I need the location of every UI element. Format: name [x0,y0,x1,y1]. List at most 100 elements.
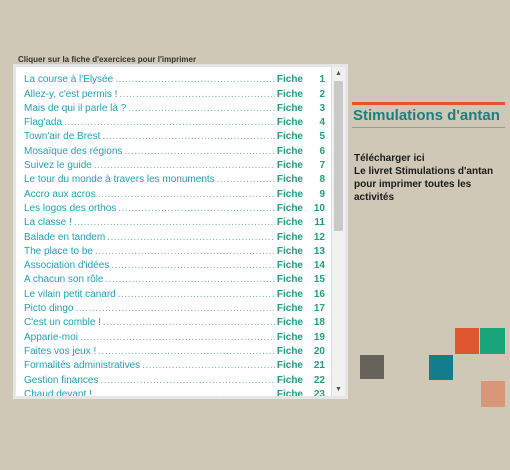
download-booklet-link[interactable]: Télécharger ici Le livret Stimulations d… [354,152,504,204]
exercise-row[interactable]: La course à l'Elysée Fiche 1 [16,72,331,86]
fiche-label: Fiche [276,88,303,100]
exercise-row[interactable]: Mosaïque des régions Fiche 6 [16,143,331,157]
dot-leader [74,217,275,229]
exercise-title: La course à l'Elysée [24,74,114,86]
download-line-1: Télécharger ici [354,153,425,164]
scroll-thumb[interactable] [334,81,343,231]
dot-leader [102,131,274,143]
exercise-title: Apparie-moi [24,331,78,343]
dot-leader [101,375,275,387]
exercise-row[interactable]: La classe ! Fiche 11 [16,215,331,229]
fiche-number: 13 [313,245,325,257]
exercise-row[interactable]: C'est un comble ! Fiche 18 [16,315,331,329]
fiche-label: Fiche [276,202,303,214]
decor-square-salmon [481,381,505,407]
dot-leader [119,89,274,101]
exercise-row[interactable]: Town'air de Brest Fiche 5 [16,129,331,143]
fiche-label: Fiche [276,360,303,372]
decor-square-green [480,328,505,354]
exercise-list: La course à l'ElyséeFiche1Allez-y, c'est… [16,67,345,396]
exercise-row[interactable]: Suivez le guide Fiche 7 [16,158,331,172]
exercise-list-panel: La course à l'ElyséeFiche1Allez-y, c'est… [13,64,348,399]
exercise-title: Accro aux acros [24,188,96,200]
instruction-text: Cliquer sur la fiche d'exercices pour l'… [18,55,197,64]
exercise-title: Les logos des orthos [24,202,117,214]
exercise-title: A chacun son rôle [24,274,104,286]
dot-leader [75,303,274,315]
fiche-label: Fiche [276,345,303,357]
exercise-title: Le vilain petit canard [24,288,116,300]
fiche-number: 16 [313,288,325,300]
exercise-row[interactable]: Picto dingo Fiche 17 [16,301,331,315]
exercise-row[interactable]: A chacun son rôle Fiche 15 [16,272,331,286]
fiche-number: 5 [319,131,325,143]
download-line-3: pour imprimer toutes les [354,179,472,190]
exercise-row[interactable]: Mais de qui il parle là ? Fiche 3 [16,101,331,115]
fiche-number: 3 [319,102,325,114]
exercise-title: C'est un comble ! [24,317,101,329]
fiche-number: 2 [319,88,325,100]
exercise-title: Town'air de Brest [24,131,101,143]
exercise-row[interactable]: Formalités administratives Fiche 21 [16,358,331,372]
exercise-title: The place to be [24,245,93,257]
exercise-row[interactable]: Le vilain petit canard Fiche 16 [16,286,331,300]
fiche-label: Fiche [276,260,303,272]
exercise-title: Le tour du monde à travers les monuments [24,174,215,186]
decor-square-teal [429,355,453,380]
fiche-label: Fiche [276,388,303,396]
dot-leader [95,246,275,258]
dot-leader [98,346,275,358]
fiche-label: Fiche [276,374,303,386]
exercise-row[interactable]: The place to be Fiche 13 [16,244,331,258]
exercise-row[interactable]: Allez-y, c'est permis ! Fiche 2 [16,86,331,100]
brand-accent-line [352,102,505,105]
exercise-title: Chaud devant ! [24,388,92,396]
fiche-label: Fiche [276,131,303,143]
dot-leader [64,117,275,129]
fiche-label: Fiche [276,288,303,300]
scroll-up-arrow-icon[interactable]: ▲ [332,67,345,80]
exercise-row[interactable]: Apparie-moi Fiche 19 [16,329,331,343]
fiche-number: 10 [313,202,325,214]
fiche-number: 18 [313,317,325,329]
fiche-label: Fiche [276,188,303,200]
exercise-title: Formalités administratives [24,360,141,372]
fiche-label: Fiche [276,102,303,114]
exercise-row[interactable]: Association d'idées Fiche 14 [16,258,331,272]
fiche-number: 1 [319,74,325,86]
fiche-label: Fiche [276,231,303,243]
decor-square-orange [455,328,479,354]
list-scrollbar[interactable]: ▲ ▼ [331,67,345,396]
exercise-row[interactable]: Le tour du monde à travers les monuments… [16,172,331,186]
exercise-row[interactable]: Accro aux acros Fiche 9 [16,186,331,200]
exercise-row[interactable]: Les logos des orthos Fiche 10 [16,201,331,215]
fiche-number: 8 [319,174,325,186]
dot-leader [94,160,275,172]
exercise-title: Mais de qui il parle là ? [24,102,127,114]
fiche-number: 19 [313,331,325,343]
dot-leader [98,189,275,201]
fiche-label: Fiche [276,174,303,186]
fiche-label: Fiche [276,160,303,172]
exercise-row[interactable]: Flag'ada Fiche 4 [16,115,331,129]
fiche-number: 14 [313,260,325,272]
exercise-title: Picto dingo [24,303,74,315]
exercise-row[interactable]: Gestion finances Fiche 22 [16,372,331,386]
scroll-down-arrow-icon[interactable]: ▼ [332,383,345,396]
fiche-label: Fiche [276,303,303,315]
fiche-label: Fiche [276,317,303,329]
brand-title: Stimulations d'antan [353,107,500,124]
download-line-4: activités [354,192,395,203]
fiche-number: 9 [319,188,325,200]
fiche-number: 17 [313,303,325,315]
dot-leader [111,260,275,272]
fiche-number: 20 [313,345,325,357]
download-line-2: Le livret Stimulations d'antan [354,166,494,177]
fiche-label: Fiche [276,245,303,257]
exercise-row[interactable]: Balade en tandem Fiche 12 [16,229,331,243]
exercise-title: Faites vos jeux ! [24,345,97,357]
exercise-row[interactable]: Faites vos jeux ! Fiche 20 [16,344,331,358]
fiche-label: Fiche [276,74,303,86]
exercise-row[interactable]: Chaud devant ! Fiche 23 [16,387,331,396]
exercise-title: Suivez le guide [24,160,92,172]
